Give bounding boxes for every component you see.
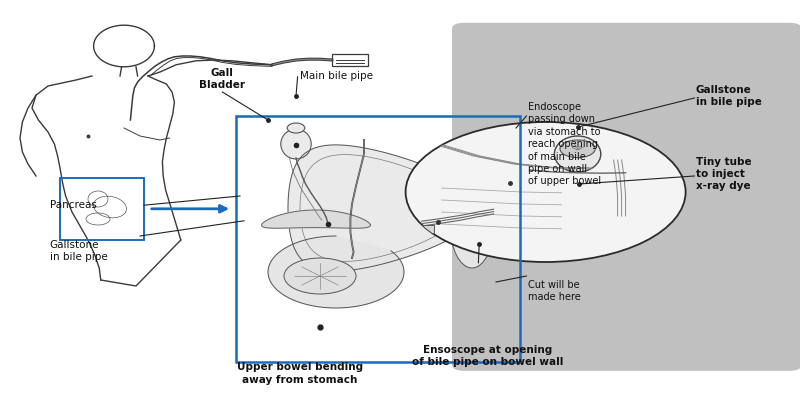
Circle shape	[406, 122, 686, 262]
Polygon shape	[268, 236, 404, 308]
Text: Gallstone
in bile pipe: Gallstone in bile pipe	[696, 85, 762, 107]
Text: Gallstone
in bile pipe: Gallstone in bile pipe	[50, 240, 107, 262]
Ellipse shape	[281, 129, 311, 159]
Text: Endoscope
passing down
via stomach to
reach opening
of main bile
pipe on wall
of: Endoscope passing down via stomach to re…	[528, 102, 601, 186]
Text: Cut will be
made here: Cut will be made here	[528, 280, 581, 302]
Polygon shape	[288, 145, 480, 271]
Text: Ensoscope at opening
of bile pipe on bowel wall: Ensoscope at opening of bile pipe on bow…	[412, 345, 564, 367]
Text: Upper bowel bending
away from stomach: Upper bowel bending away from stomach	[237, 362, 363, 385]
Circle shape	[560, 140, 595, 158]
Ellipse shape	[287, 123, 305, 133]
Bar	[236, 116, 520, 362]
Bar	[332, 54, 368, 66]
Bar	[60, 178, 144, 240]
Ellipse shape	[450, 180, 494, 268]
Text: Tiny tube
to inject
x-ray dye: Tiny tube to inject x-ray dye	[696, 157, 752, 192]
FancyBboxPatch shape	[452, 23, 800, 371]
Polygon shape	[262, 210, 370, 228]
Circle shape	[284, 258, 356, 294]
Text: Main bile pipe: Main bile pipe	[300, 71, 373, 81]
Text: Pancreas: Pancreas	[50, 200, 97, 210]
Text: Gall
Bladder: Gall Bladder	[199, 68, 246, 90]
Ellipse shape	[554, 136, 601, 172]
Bar	[414, 225, 434, 233]
